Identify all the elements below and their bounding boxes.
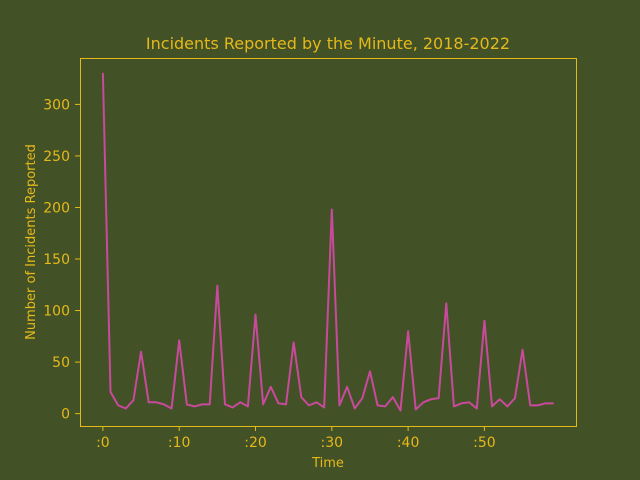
data-point xyxy=(491,405,493,408)
data-point xyxy=(269,386,272,388)
y-axis: 0 50 100 150 200 250 300 xyxy=(43,97,80,423)
chart-title: Incidents Reported by the Minute, 2018-2… xyxy=(146,34,510,53)
data-point xyxy=(124,407,127,410)
x-tick-label: :50 xyxy=(473,435,496,451)
data-point xyxy=(529,404,532,407)
data-point xyxy=(346,386,348,388)
data-point xyxy=(132,399,135,402)
data-point xyxy=(170,407,173,410)
x-tick-label: :20 xyxy=(244,435,267,451)
data-point xyxy=(353,407,356,410)
data-point xyxy=(468,401,470,404)
x-axis-label: Time xyxy=(311,456,344,471)
data-point xyxy=(216,285,219,287)
data-point xyxy=(399,409,402,412)
x-tick-label: :0 xyxy=(96,435,110,451)
data-point xyxy=(247,405,249,408)
series-line xyxy=(101,73,554,412)
data-point xyxy=(186,403,188,406)
data-point xyxy=(163,403,165,406)
data-point xyxy=(552,402,554,405)
data-point xyxy=(498,398,501,401)
data-point xyxy=(331,208,333,211)
data-point xyxy=(201,403,203,406)
y-tick-label: 300 xyxy=(43,97,70,113)
data-point xyxy=(193,405,196,408)
data-point xyxy=(308,404,310,407)
data-point xyxy=(506,405,509,408)
y-tick-label: 200 xyxy=(43,200,70,216)
data-point xyxy=(208,403,211,406)
data-point xyxy=(537,404,539,407)
x-tick-label: :10 xyxy=(168,435,191,451)
data-point xyxy=(147,401,150,404)
plot-frame xyxy=(80,58,577,427)
data-point xyxy=(460,402,463,405)
data-point xyxy=(117,404,119,407)
data-point xyxy=(437,397,440,399)
data-point xyxy=(323,406,325,409)
data-point xyxy=(140,350,142,353)
data-point xyxy=(422,401,425,404)
data-point xyxy=(102,72,104,75)
data-point xyxy=(292,341,295,344)
data-point xyxy=(285,403,287,406)
x-axis: :0 :10 :20 :30 :40 :50 xyxy=(96,426,496,451)
data-point xyxy=(224,403,226,406)
x-tick-label: :30 xyxy=(321,435,344,451)
data-point xyxy=(178,339,180,342)
data-point xyxy=(483,320,486,322)
data-point xyxy=(476,407,478,410)
data-point xyxy=(384,405,387,408)
data-point xyxy=(109,391,112,393)
y-tick-label: 100 xyxy=(43,304,70,320)
x-tick-label: :40 xyxy=(397,435,420,451)
data-point xyxy=(392,396,394,398)
data-point xyxy=(514,397,516,399)
data-point xyxy=(407,330,409,332)
y-tick-label: 0 xyxy=(61,407,70,423)
data-point xyxy=(277,402,280,405)
data-point xyxy=(376,404,379,407)
y-tick-label: 250 xyxy=(43,149,70,165)
y-tick-label: 150 xyxy=(43,252,70,268)
y-tick-label: 50 xyxy=(52,355,70,371)
plot-area xyxy=(101,72,554,412)
data-point xyxy=(414,408,417,411)
data-point xyxy=(262,403,264,406)
data-point xyxy=(231,406,234,409)
data-point xyxy=(300,396,303,398)
data-point xyxy=(445,302,448,305)
data-point xyxy=(155,401,158,404)
data-point xyxy=(338,404,341,407)
data-point xyxy=(369,370,371,373)
y-axis-label: Number of Incidents Reported xyxy=(24,144,39,340)
data-point xyxy=(544,402,547,405)
data-point xyxy=(239,401,242,404)
data-point xyxy=(521,348,524,351)
data-point xyxy=(315,401,318,404)
data-point xyxy=(430,398,432,401)
data-point xyxy=(361,397,364,399)
data-point xyxy=(453,405,455,408)
data-point xyxy=(254,313,257,316)
